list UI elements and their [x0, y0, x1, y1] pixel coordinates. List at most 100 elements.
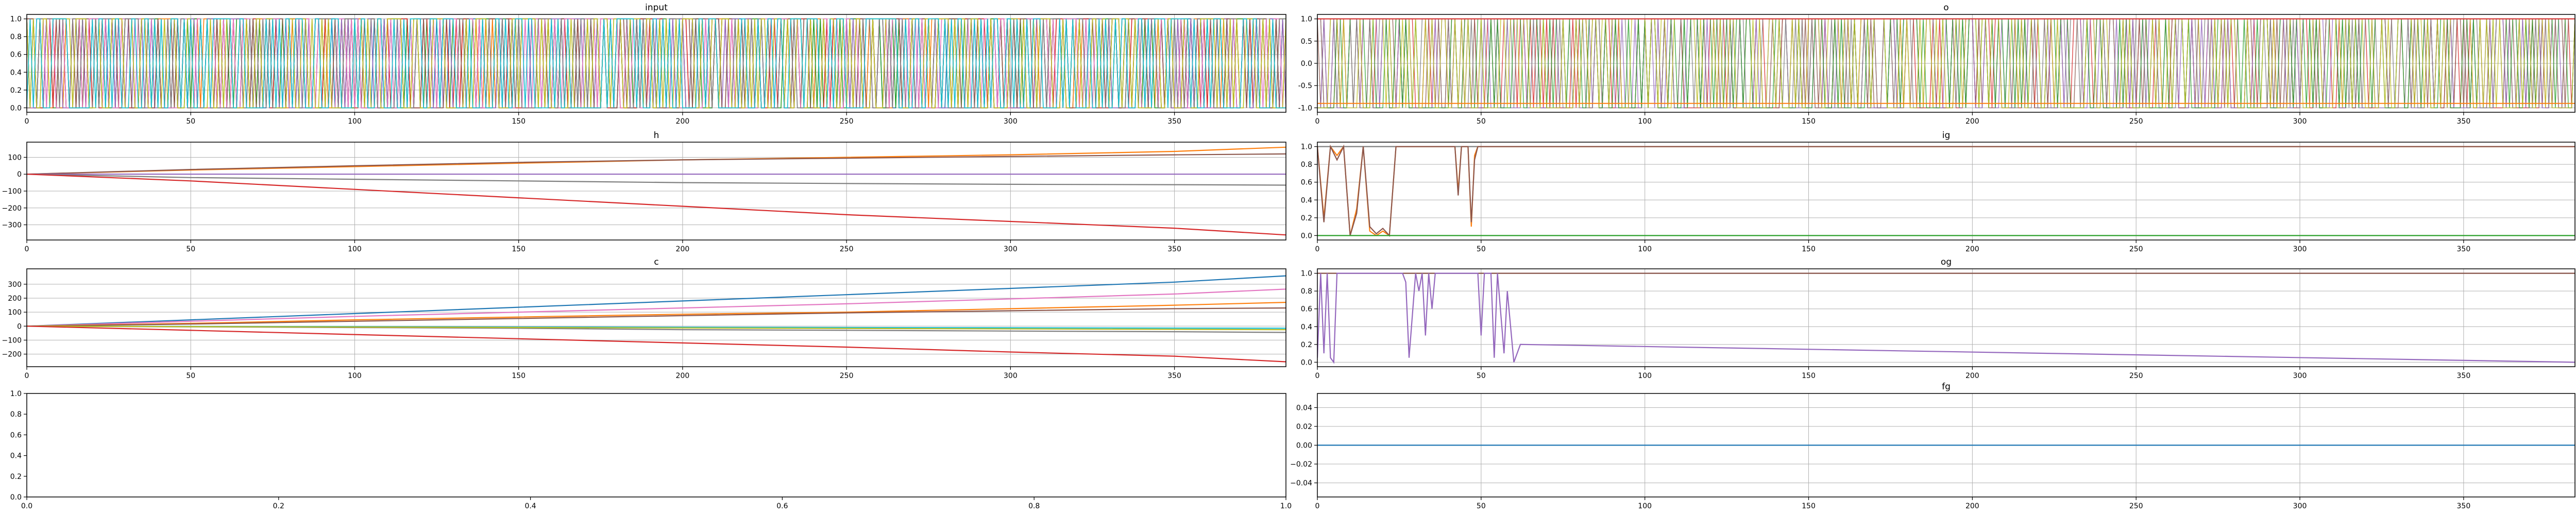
x-tick-label: 150 [1802, 502, 1816, 510]
x-tick-label: 0 [25, 372, 29, 380]
y-tick-label: 0.2 [1301, 214, 1312, 222]
plot-area-h [27, 146, 1286, 236]
x-tick-label: 350 [2457, 245, 2471, 253]
x-tick-label: 150 [512, 372, 526, 380]
series-line [1317, 272, 2575, 364]
y-tick-label: 1.0 [1301, 270, 1312, 278]
y-tick-label: 0.02 [1296, 423, 1312, 431]
y-tick-label: 0.6 [10, 51, 22, 59]
series-line [1317, 144, 2575, 237]
chart-title: og [1941, 257, 1952, 267]
axes-frame [26, 268, 1286, 367]
series-line [27, 174, 1286, 236]
y-tick-label: 0.0 [1301, 232, 1312, 240]
x-tick-label: 200 [676, 372, 690, 380]
panel-og: 0 50 100 150 200 250 300 350 0.0 0.2 0.4 0.6 0.8 1.0 o… [1301, 257, 2575, 380]
x-tick-label: 200 [1965, 117, 1979, 126]
series-line [27, 288, 1286, 327]
x-tick-label: 200 [1965, 502, 1979, 510]
y-tick-label: 0.4 [1301, 323, 1312, 331]
x-tick-label: 250 [840, 117, 854, 126]
y-tick-label: −100 [2, 187, 22, 196]
y-tick-label: −100 [2, 336, 22, 345]
series-line [27, 307, 1286, 327]
y-tick-label: 0.4 [10, 452, 22, 460]
x-tick-label: 100 [1638, 245, 1652, 253]
plot-area-c [27, 275, 1286, 363]
y-tick-label: −0.02 [1290, 460, 1312, 469]
x-tick-label: 150 [1802, 117, 1816, 126]
x-tick-label: 200 [1965, 245, 1979, 253]
x-tick-label: 50 [186, 245, 195, 253]
axes-frame [26, 393, 1286, 497]
plot-area-og [1317, 272, 2575, 364]
y-tick-label: 1.0 [1301, 143, 1312, 151]
panel-input: 0 50 100 150 200 250 300 350 0.0 0.2 0.4 0.6 0.8 1.0 i… [10, 3, 1286, 126]
series-line [27, 325, 1286, 363]
x-tick-label: 250 [2129, 245, 2143, 253]
x-tick-label: 350 [1167, 117, 1181, 126]
axes-frame [1317, 268, 2575, 367]
y-tick-label: 0 [17, 170, 22, 179]
x-tick-label: 100 [348, 245, 362, 253]
chart-title: o [1943, 3, 1948, 13]
x-tick-label: 50 [1477, 245, 1486, 253]
x-tick-label: 0 [25, 245, 29, 253]
y-tick-label: −300 [2, 221, 22, 230]
x-tick-label: 350 [2457, 117, 2471, 126]
x-tick-label: 150 [512, 245, 526, 253]
y-tick-label: 100 [8, 308, 22, 317]
y-tick-label: 0.0 [1301, 358, 1312, 367]
x-tick-label: 300 [2293, 502, 2307, 510]
x-tick-label: 100 [1638, 502, 1652, 510]
x-tick-label: 300 [1004, 245, 1018, 253]
x-tick-label: 100 [1638, 372, 1652, 380]
x-tick-label: 350 [1167, 245, 1181, 253]
x-tick-label: 300 [2293, 372, 2307, 380]
y-tick-label: 300 [8, 281, 22, 289]
x-tick-label: 300 [1004, 372, 1018, 380]
series-line [27, 302, 1286, 327]
x-tick-label: 0 [25, 117, 29, 126]
y-tick-label: 0.0 [1301, 60, 1312, 68]
x-tick-label: 100 [1638, 117, 1652, 126]
panel-h: 0 50 100 150 200 250 300 350 −300 −200 −100 0 100 h [2, 130, 1286, 253]
y-tick-label: 0.6 [10, 431, 22, 439]
x-tick-label: 0.6 [776, 502, 788, 510]
chart-title: ig [1942, 130, 1951, 141]
x-tick-label: 0.2 [273, 502, 284, 510]
chart-title: c [654, 257, 658, 267]
y-tick-label: −0.04 [1290, 479, 1312, 488]
x-tick-label: 50 [186, 372, 195, 380]
y-tick-label: 1.0 [1301, 15, 1312, 24]
x-tick-label: 50 [186, 117, 195, 126]
panel-c: 0 50 100 150 200 250 300 350 −200 −100 0 100 200 300 c [2, 257, 1286, 380]
x-tick-label: 250 [840, 372, 854, 380]
x-tick-label: 0 [1315, 502, 1320, 510]
chart-title: h [654, 130, 659, 141]
series-line [27, 18, 1286, 109]
x-tick-label: 50 [1477, 372, 1486, 380]
y-tick-label: 0.8 [1301, 287, 1312, 296]
y-tick-label: 0 [17, 322, 22, 331]
y-tick-label: 0.4 [10, 68, 22, 77]
series-line [27, 153, 1286, 175]
y-tick-label: 0.0 [10, 493, 22, 502]
panel-blank: 0.0 0.2 0.4 0.6 0.8 1.0 0.0 0.2 0.4 0.6 0.8 1.0 [10, 390, 1292, 510]
series-line [1317, 145, 2575, 237]
x-tick-label: 50 [1477, 117, 1486, 126]
x-tick-label: 350 [2457, 372, 2471, 380]
x-tick-label: 300 [1004, 117, 1018, 126]
x-tick-label: 300 [2293, 117, 2307, 126]
y-tick-label: -1.0 [1298, 104, 1312, 112]
y-tick-label: 0.6 [1301, 179, 1312, 187]
y-tick-label: 100 [8, 153, 22, 162]
y-tick-label: 0.5 [1301, 38, 1312, 46]
y-tick-label: −200 [2, 204, 22, 213]
x-tick-label: 0.4 [524, 502, 536, 510]
chart-title: fg [1942, 382, 1951, 392]
x-tick-label: 150 [512, 117, 526, 126]
x-tick-label: 250 [2129, 372, 2143, 380]
chart-title: input [645, 3, 668, 13]
y-tick-label: 0.6 [1301, 305, 1312, 314]
